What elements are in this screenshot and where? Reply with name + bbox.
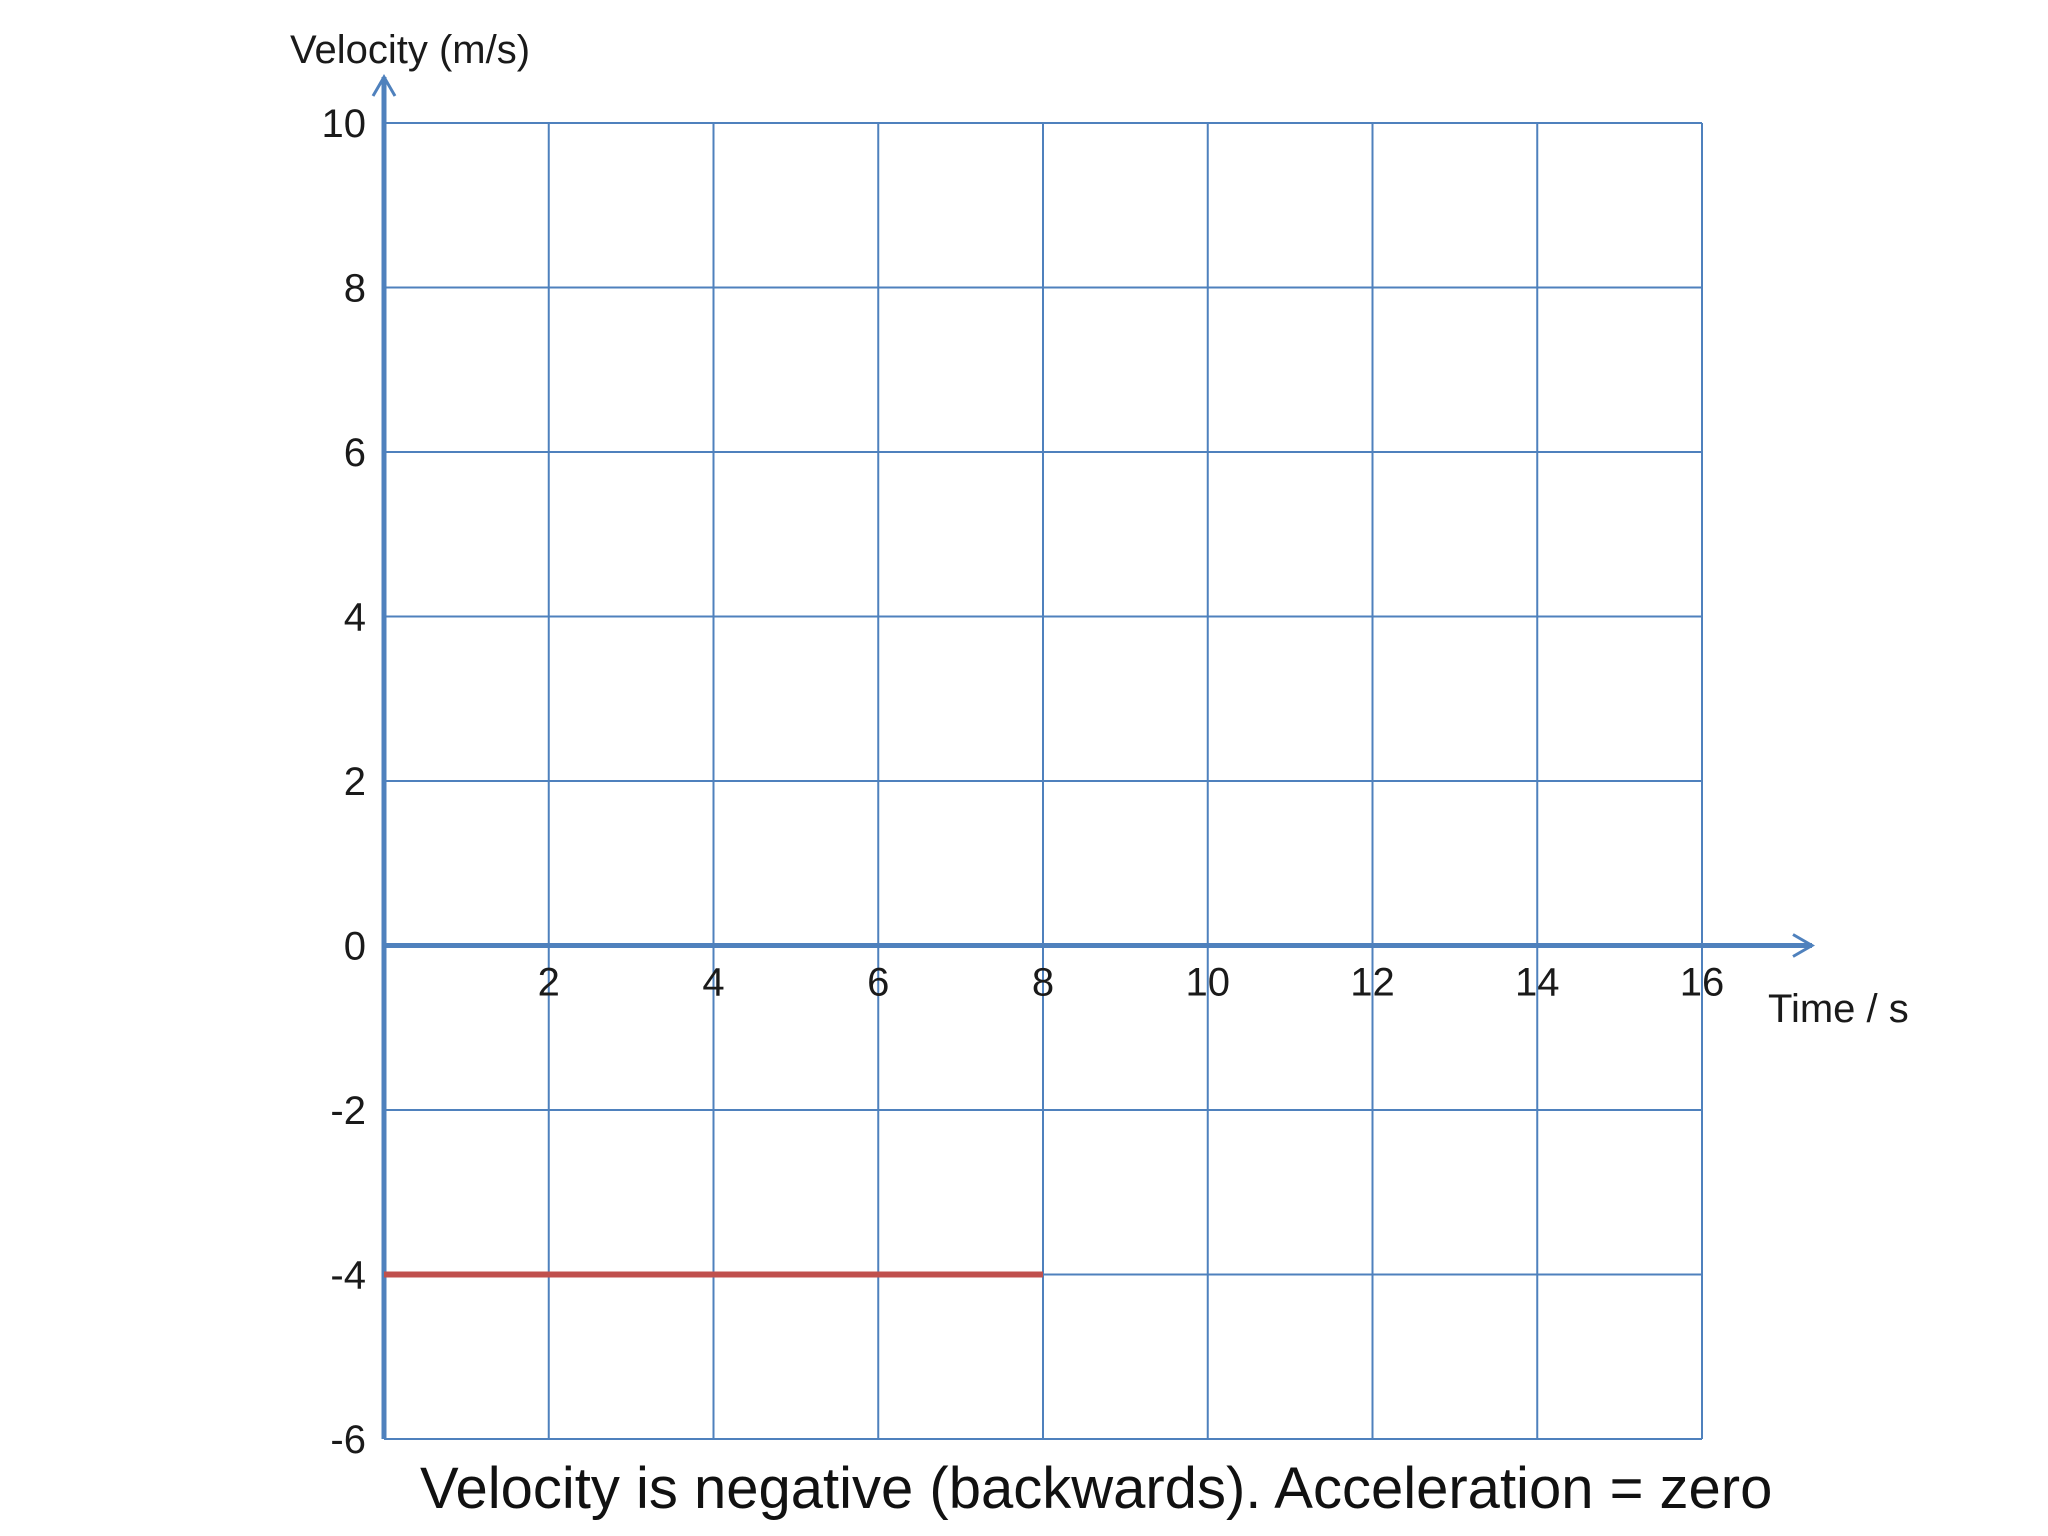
chart-caption: Velocity is negative (backwards). Accele… — [420, 1456, 1772, 1521]
y-tick-label: 4 — [344, 596, 366, 640]
grid-layer — [384, 122, 1703, 1440]
x-tick-label: 14 — [1515, 961, 1560, 1005]
y-tick-label: -6 — [330, 1418, 366, 1462]
y-tick-label: 2 — [344, 760, 366, 804]
axis-layer — [371, 74, 1815, 1439]
x-tick-label: 6 — [867, 961, 889, 1005]
label-layer: Velocity (m/s) Time / s Velocity is nega… — [290, 28, 1909, 1521]
y-tick-label: -2 — [330, 1089, 366, 1133]
y-tick-label: 8 — [344, 267, 366, 311]
x-tick-label: 4 — [702, 961, 724, 1005]
x-axis-label: Time / s — [1768, 987, 1909, 1031]
x-tick-label: 2 — [538, 961, 560, 1005]
x-tick-label: 8 — [1032, 961, 1054, 1005]
x-axis-arrow — [1792, 933, 1815, 958]
x-tick-label: 10 — [1186, 961, 1231, 1005]
x-tick-label: 16 — [1680, 961, 1725, 1005]
x-tick-label: 12 — [1350, 961, 1395, 1005]
y-axis-label: Velocity (m/s) — [290, 28, 530, 72]
y-tick-label: 0 — [344, 925, 366, 969]
y-tick-label: 10 — [322, 102, 367, 146]
y-tick-label: -4 — [330, 1254, 366, 1298]
y-tick-label: 6 — [344, 431, 366, 475]
y-axis-arrow — [371, 74, 397, 97]
